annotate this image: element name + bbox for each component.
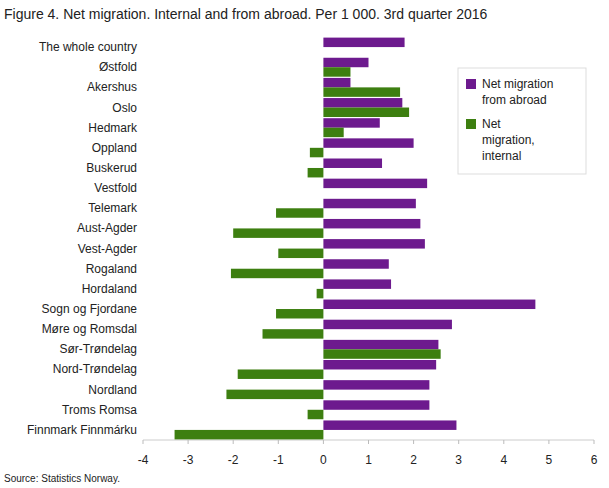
legend-box [458,68,586,174]
bar [175,430,324,439]
category-label: Møre og Romsdal [42,322,137,336]
legend-line: Net migration [482,77,553,91]
bar [323,300,535,309]
title: Figure 4. Net migration. Internal and fr… [4,6,487,22]
legend-line: Net [482,117,501,131]
x-tick-label: -1 [273,453,284,467]
category-label: Nord-Trøndelag [53,362,137,376]
bar [323,38,404,47]
bar [276,309,323,318]
category-label: Hedmark [88,121,138,135]
x-tick-label: 1 [365,453,372,467]
x-tick [368,440,369,444]
x-tick-label: 0 [320,453,327,467]
bar [317,289,324,298]
x-tick-label: -3 [183,453,194,467]
bar [323,400,429,409]
bar [238,369,324,378]
bar [323,128,343,137]
category-label: Vest-Agder [78,242,137,256]
category-label: The whole country [39,40,137,54]
bar [323,118,379,127]
category-label: Nordland [88,383,137,397]
bar [323,219,420,228]
category-label: Troms Romsa [62,403,137,417]
x-tick [188,440,189,444]
bar [323,320,452,329]
x-tick [233,440,234,444]
x-tick-label: 3 [455,453,462,467]
bar [323,380,429,389]
x-tick [278,440,279,444]
x-tick [323,440,324,444]
bar [308,168,324,177]
x-tick [413,440,414,444]
bar [233,228,323,237]
category-label: Østfold [99,60,137,74]
category-label: Oslo [112,101,137,115]
category-label: Telemark [88,201,138,215]
x-tick-label: 4 [500,453,507,467]
bar [323,349,440,358]
x-tick-label: 5 [546,453,553,467]
bar [276,208,323,217]
bar [323,78,350,87]
bar [323,138,413,147]
bar [226,390,323,399]
x-tick-label: -4 [138,453,149,467]
x-tick [548,440,549,444]
legend: Net migration from abroad Net migration, int… [458,68,586,174]
category-label: Aust-Agder [77,221,137,235]
bar [323,239,424,248]
legend-swatch [466,79,476,89]
bar [263,329,324,338]
bar [323,67,350,76]
bar [323,420,456,429]
category-label: Hordaland [82,282,137,296]
x-tick [594,440,595,444]
x-tick [503,440,504,444]
category-label: Rogaland [86,262,137,276]
bar [231,269,323,278]
bar [323,58,368,67]
x-tick-label: 2 [410,453,417,467]
x-tick [143,440,144,444]
x-tick-label: -2 [228,453,239,467]
bar [323,340,438,349]
bar [278,249,323,258]
bar [323,188,324,197]
source: Source: Statistics Norway. [4,473,120,484]
bar [323,259,388,268]
bar [308,410,324,419]
legend-label: Net migration, internal [482,117,535,163]
legend-swatch [466,119,476,129]
category-label: Sør-Trøndelag [59,342,137,356]
bar [323,87,400,96]
category-label: Buskerud [86,161,137,175]
bar [323,279,391,288]
category-label: Akershus [87,80,137,94]
legend-line: migration, [482,133,535,147]
chart: Figure 4. Net migration. Internal and fr… [0,0,609,488]
category-label: Vestfold [94,181,137,195]
x-tick-label: 6 [591,453,598,467]
bar [323,98,402,107]
legend-line: from abroad [482,93,547,107]
category-label: Oppland [92,141,137,155]
bar [323,159,382,168]
bar [323,179,427,188]
legend-label: Net migration from abroad [482,77,553,107]
x-tick [458,440,459,444]
bar [323,108,409,117]
bar [310,148,324,157]
legend-line: internal [482,149,521,163]
bar [323,199,415,208]
category-label: Finnmark Finnmárku [27,423,137,437]
bar [323,360,436,369]
category-label: Sogn og Fjordane [42,302,138,316]
